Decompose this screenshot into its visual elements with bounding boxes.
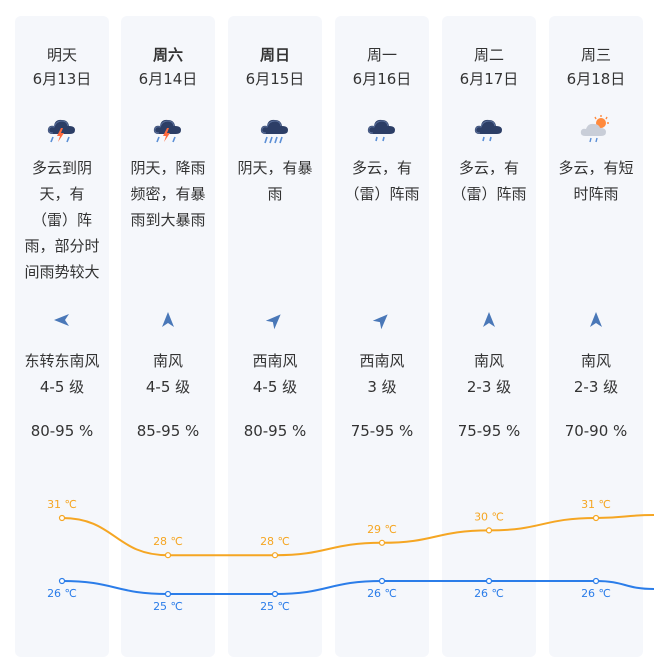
thunderstorm-icon — [45, 114, 79, 144]
wind-direction-icon — [52, 310, 72, 330]
wind-level: 4-5 级 — [39, 378, 85, 396]
heavy-rain-icon — [258, 114, 292, 144]
wind-direction: 南风 — [473, 352, 504, 370]
description-line: 多云，有短 — [558, 159, 634, 177]
wind-direction: 东转东南风 — [24, 352, 100, 370]
humidity: 75-95 % — [350, 422, 414, 440]
humidity: 80-95 % — [243, 422, 307, 440]
wind-direction-icon — [586, 310, 606, 330]
humidity: 85-95 % — [136, 422, 200, 440]
thunderstorm-icon — [151, 114, 185, 144]
day-label: 明天 — [46, 46, 77, 64]
humidity: 75-95 % — [457, 422, 521, 440]
weather-description: 阴天，降雨频密，有暴雨到大暴雨 — [125, 155, 211, 233]
description-line: （雷）阵雨 — [344, 185, 420, 203]
description-line: 多云到阴 — [31, 159, 92, 177]
wind-level: 2-3 级 — [466, 378, 512, 396]
wind-direction: 西南风 — [252, 352, 298, 370]
description-line: （雷）阵雨 — [451, 185, 527, 203]
date-label: 6月14日 — [138, 70, 198, 88]
rain-cloud-icon — [472, 114, 506, 144]
humidity: 80-95 % — [30, 422, 94, 440]
date-label: 6月13日 — [32, 70, 92, 88]
sun-cloud-rain-icon — [579, 114, 613, 144]
day-label: 周三 — [580, 46, 611, 64]
day-column: 周六 6月14日 阴天，降雨频密，有暴雨到大暴雨 南风 4-5 级 85-95 … — [121, 16, 215, 657]
description-line: 雨到大暴雨 — [130, 211, 206, 229]
weather-description: 阴天，有暴雨 — [232, 155, 318, 207]
humidity: 70-90 % — [564, 422, 628, 440]
description-line: 时阵雨 — [573, 185, 619, 203]
day-column: 明天 6月13日 多云到阴天，有 （雷）阵雨，部分时间雨势较大 东转东南风 4-5… — [15, 16, 109, 657]
wind-direction: 南风 — [580, 352, 611, 370]
day-column: 周日 6月15日 阴天，有暴雨 西南风 4-5 级 80-95 % — [228, 16, 322, 657]
wind-direction-icon — [265, 310, 285, 330]
date-label: 6月15日 — [245, 70, 305, 88]
weather-description: 多云到阴天，有 （雷）阵雨，部分时间雨势较大 — [19, 155, 105, 285]
wind-level: 2-3 级 — [573, 378, 619, 396]
description-line: 雨 — [267, 185, 283, 203]
rain-cloud-icon — [365, 114, 399, 144]
day-label: 周六 — [152, 46, 183, 64]
wind-direction: 南风 — [152, 352, 183, 370]
wind-level: 3 级 — [367, 378, 397, 396]
wind-direction-icon — [372, 310, 392, 330]
wind-level: 4-5 级 — [145, 378, 191, 396]
description-line: 阴天，有暴 — [237, 159, 313, 177]
wind-info: 南风 2-3 级 — [442, 348, 536, 400]
description-line: 频密，有暴 — [130, 185, 206, 203]
day-label: 周一 — [366, 46, 397, 64]
day-label: 周二 — [473, 46, 504, 64]
day-column: 周三 6月18日 多云，有短时阵雨 南风 2-3 级 70-90 % — [549, 16, 643, 657]
wind-info: 南风 2-3 级 — [549, 348, 643, 400]
day-column: 周二 6月17日 多云，有 （雷）阵雨 南风 2-3 级 75-95 % — [442, 16, 536, 657]
date-label: 6月16日 — [352, 70, 412, 88]
description-line: 间雨势较大 — [24, 263, 100, 281]
wind-direction-icon — [479, 310, 499, 330]
wind-info: 南风 4-5 级 — [121, 348, 215, 400]
wind-direction-icon — [158, 310, 178, 330]
wind-level: 4-5 级 — [252, 378, 298, 396]
description-line: 阴天，降雨 — [130, 159, 206, 177]
day-label: 周日 — [259, 46, 290, 64]
weather-description: 多云，有 （雷）阵雨 — [339, 155, 425, 207]
wind-info: 东转东南风 4-5 级 — [15, 348, 109, 400]
date-label: 6月17日 — [459, 70, 519, 88]
wind-direction: 西南风 — [359, 352, 405, 370]
description-line: 天，有 — [39, 185, 85, 203]
description-line: 多云，有 — [458, 159, 519, 177]
wind-info: 西南风 4-5 级 — [228, 348, 322, 400]
description-line: 多云，有 — [351, 159, 412, 177]
wind-info: 西南风 3 级 — [335, 348, 429, 400]
weather-description: 多云，有 （雷）阵雨 — [446, 155, 532, 207]
description-line: （雷）阵 — [31, 211, 92, 229]
day-column: 周一 6月16日 多云，有 （雷）阵雨 西南风 3 级 75-95 % — [335, 16, 429, 657]
description-line: 雨，部分时 — [24, 237, 100, 255]
weather-description: 多云，有短时阵雨 — [553, 155, 639, 207]
date-label: 6月18日 — [566, 70, 626, 88]
